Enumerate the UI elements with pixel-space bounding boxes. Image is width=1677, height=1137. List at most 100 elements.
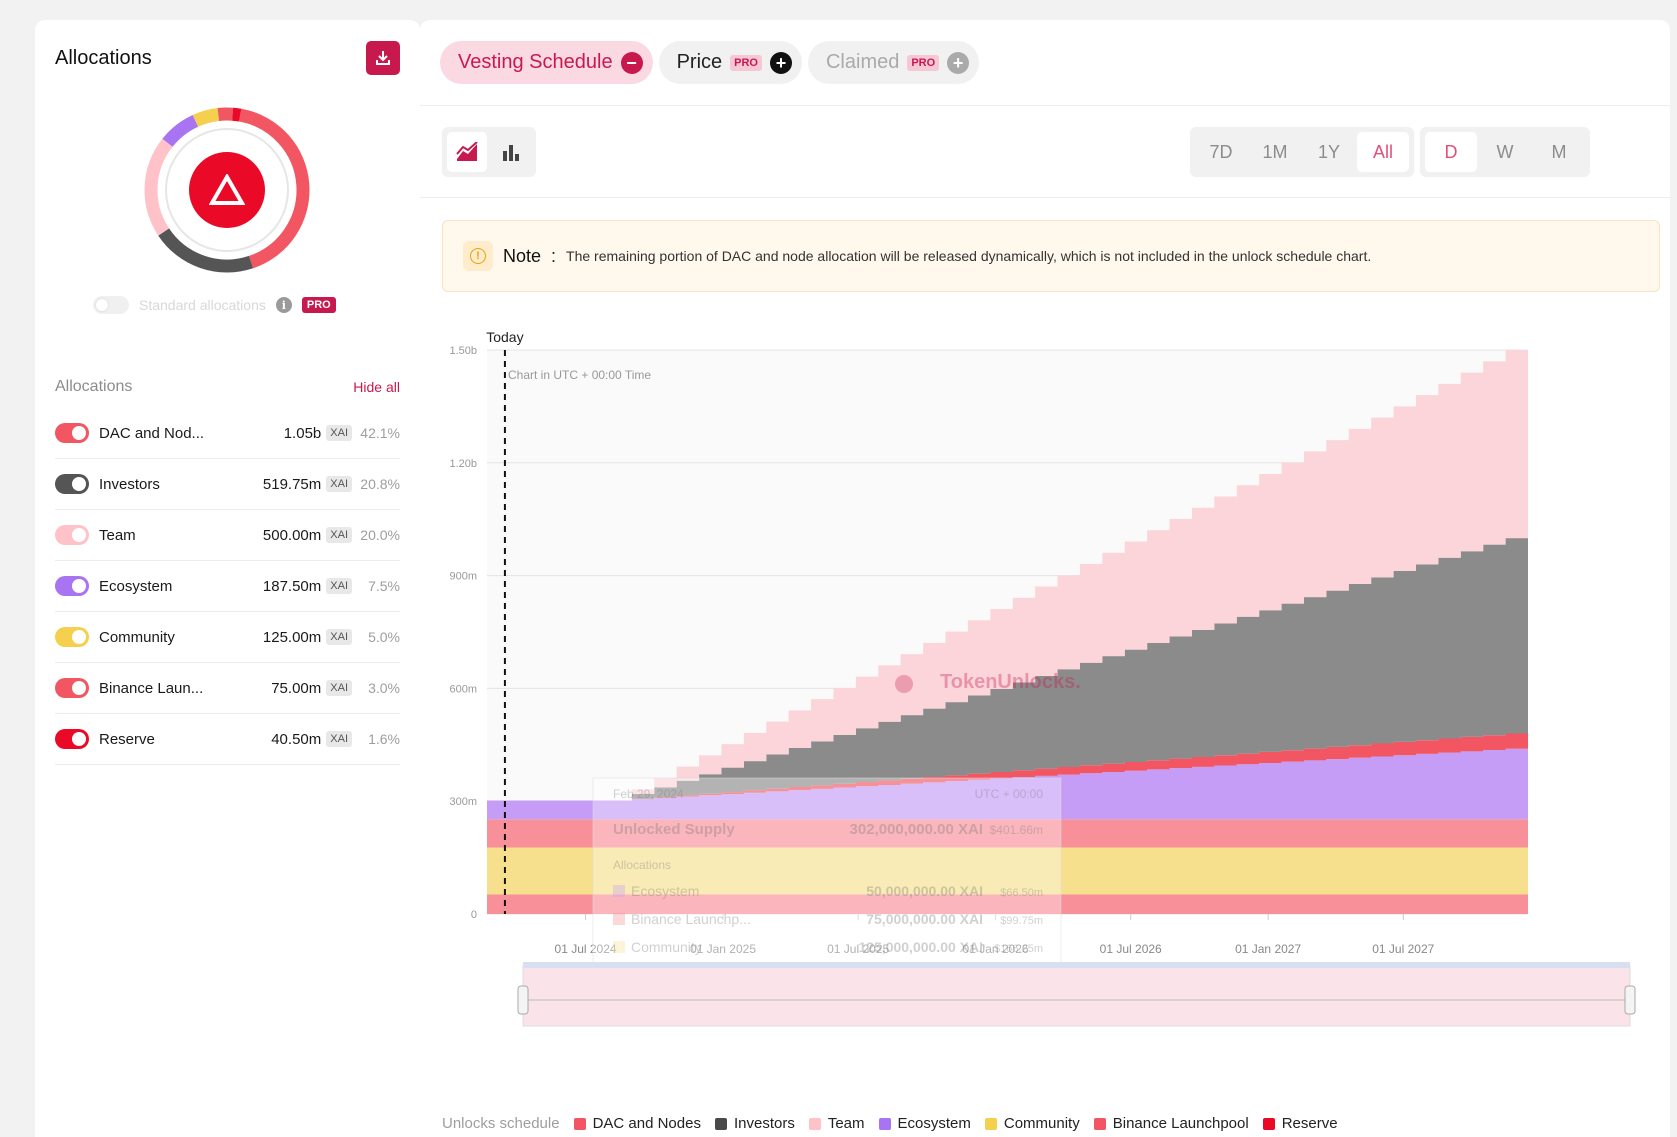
series-area-reserve[interactable] <box>487 733 1528 801</box>
allocation-row[interactable]: Binance Laun... 75.00m XAI 3.0% <box>55 663 400 714</box>
legend-swatch <box>714 1117 727 1130</box>
allocation-toggle[interactable] <box>55 729 89 749</box>
divider <box>420 197 1670 198</box>
legend-item[interactable]: Reserve <box>1262 1115 1338 1132</box>
series-area-ecosystem[interactable] <box>487 748 1528 820</box>
tab-label: Claimed <box>825 51 900 73</box>
y-tick-label: 600m <box>449 683 477 695</box>
allocation-percent: 3.0% <box>368 680 400 696</box>
token-logo <box>189 152 265 228</box>
x-tick-label: 01 Jan 2026 <box>963 942 1029 956</box>
tab-price[interactable]: Price PRO + <box>658 41 802 84</box>
allocation-toggle[interactable] <box>55 678 89 698</box>
note-text: The remaining portion of DAC and node al… <box>566 248 1372 264</box>
legend-title: Unlocks schedule <box>442 1115 560 1132</box>
legend-item[interactable]: Team <box>808 1115 865 1132</box>
interval-m-button[interactable]: M <box>1551 141 1567 162</box>
token-tag: XAI <box>326 731 352 747</box>
info-icon[interactable]: i <box>275 297 292 313</box>
plus-icon: + <box>947 51 970 74</box>
vesting-chart[interactable]: 0 300m 600m 900m 1.20b 1.50b TokenUnlocks. Char… <box>420 310 1670 1100</box>
allocation-amount: 500.00m <box>262 526 322 544</box>
navigator-scrollbar[interactable] <box>523 962 1630 968</box>
xai-logo-icon <box>209 174 245 205</box>
legend-item[interactable]: Binance Launchpool <box>1093 1115 1249 1132</box>
legend-label: Binance Launchpool <box>1112 1115 1249 1132</box>
allocation-row[interactable]: Ecosystem 187.50m XAI 7.5% <box>55 561 400 612</box>
series-area-binance-launchpool[interactable] <box>487 819 1528 848</box>
series-area-investors[interactable] <box>487 538 1528 801</box>
allocation-row[interactable]: Reserve 40.50m XAI 1.6% <box>55 714 400 765</box>
range-7d-button[interactable]: 7D <box>1209 141 1233 162</box>
allocation-row[interactable]: Team 500.00m XAI 20.0% <box>55 510 400 561</box>
allocation-amount: 40.50m <box>271 730 322 748</box>
standard-allocations-toggle[interactable] <box>93 296 129 314</box>
legend-label: DAC and Nodes <box>592 1115 701 1132</box>
allocation-percent: 42.1% <box>360 425 400 441</box>
legend-item[interactable]: Investors <box>714 1115 795 1132</box>
allocation-toggle[interactable] <box>55 627 89 647</box>
allocation-amount: 187.50m <box>262 577 322 595</box>
navigator-right-handle[interactable] <box>1624 985 1636 1015</box>
allocation-toggle[interactable] <box>55 474 89 494</box>
bar-chart-button[interactable] <box>491 132 531 172</box>
legend-swatch <box>1262 1117 1275 1130</box>
donut-slice[interactable] <box>158 228 254 273</box>
note-colon: : <box>551 245 557 266</box>
tooltip-total-usd: $401.66m <box>990 823 1043 837</box>
interval-d-button[interactable]: D <box>1425 132 1477 172</box>
allocation-row[interactable]: Investors 519.75m XAI 20.8% <box>55 459 400 510</box>
hide-all-link[interactable]: Hide all <box>353 379 400 395</box>
legend-item[interactable]: Ecosystem <box>878 1115 971 1132</box>
allocation-amount: 519.75m <box>262 475 322 493</box>
allocation-amount: 1.05b <box>283 424 322 442</box>
donut-slice[interactable] <box>232 107 242 122</box>
tab-claimed[interactable]: Claimed PRO + <box>807 41 980 84</box>
allocation-name: Ecosystem <box>99 577 173 595</box>
allocation-row[interactable]: Community 125.00m XAI 5.0% <box>55 612 400 663</box>
donut-slice[interactable] <box>144 138 173 236</box>
allocation-name: Investors <box>99 475 160 493</box>
allocation-toggle[interactable] <box>55 525 89 545</box>
legend-item[interactable]: Community <box>984 1115 1080 1132</box>
time-range-switch: 7D 1M 1Y All <box>1190 127 1414 177</box>
download-button[interactable] <box>366 41 400 75</box>
allocation-toggle[interactable] <box>55 423 89 443</box>
allocation-percent: 1.6% <box>368 731 400 747</box>
standard-allocations-label: Standard allocations <box>139 297 266 313</box>
tooltip-row-value: 50,000,000.00 XAI <box>866 883 983 899</box>
series-area-community[interactable] <box>487 847 1528 895</box>
navigator-left-handle[interactable] <box>517 985 529 1015</box>
legend-item[interactable]: DAC and Nodes <box>573 1115 701 1132</box>
watermark: TokenUnlocks. <box>940 671 1081 693</box>
allocation-amount: 125.00m <box>262 628 322 646</box>
range-all-button[interactable]: All <box>1357 132 1409 172</box>
y-tick-label: 900m <box>449 571 477 583</box>
allocation-donut <box>137 100 317 280</box>
range-1y-button[interactable]: 1Y <box>1317 141 1341 162</box>
area-chart-button[interactable] <box>447 132 487 172</box>
x-tick-label: 01 Jul 2026 <box>1100 942 1162 956</box>
range-1m-button[interactable]: 1M <box>1262 141 1288 162</box>
legend-label: Investors <box>733 1115 795 1132</box>
allocation-amount: 75.00m <box>271 679 322 697</box>
range-navigator[interactable] <box>522 965 1631 1027</box>
allocation-toggle[interactable] <box>55 576 89 596</box>
today-label: Today <box>486 329 523 345</box>
interval-w-button[interactable]: W <box>1496 141 1514 162</box>
token-tag: XAI <box>326 578 352 594</box>
chart-type-switch <box>442 127 536 177</box>
tooltip-row-value: 125,000,000.00 XAI <box>858 939 983 955</box>
donut-slice[interactable] <box>238 108 310 269</box>
donut-slice[interactable] <box>192 108 220 127</box>
tooltip-title: Unlocked Supply <box>613 821 735 838</box>
series-area-dac-and-nodes[interactable] <box>487 894 1528 914</box>
vesting-panel: Vesting Schedule − Price PRO + Claimed P… <box>420 20 1670 1137</box>
allocation-row[interactable]: DAC and Nod... 1.05b XAI 42.1% <box>55 408 400 459</box>
chart-legend: Unlocks schedule DAC and Nodes Investors T… <box>442 1115 1338 1132</box>
donut-slice[interactable] <box>162 114 199 148</box>
token-tag: XAI <box>326 425 352 441</box>
series-area-team[interactable] <box>487 350 1528 801</box>
tab-vesting-schedule[interactable]: Vesting Schedule − <box>440 41 653 84</box>
